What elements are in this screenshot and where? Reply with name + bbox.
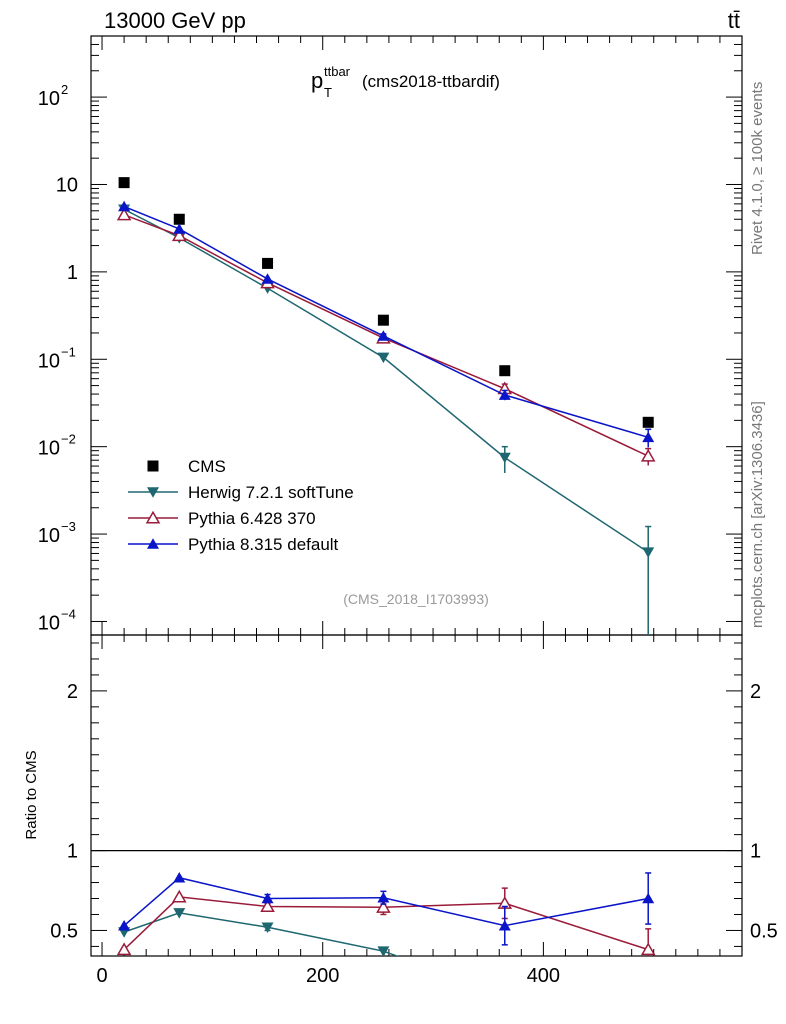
data-point	[262, 257, 274, 269]
ratio-y-tick-label: 2	[67, 681, 78, 703]
ratio-point	[173, 908, 186, 919]
plot-title: p ttbar T (cms2018-ttbardif)	[311, 64, 500, 100]
legend-marker	[145, 510, 161, 524]
data-point	[640, 448, 656, 462]
legend-label: CMS	[188, 457, 226, 476]
x-tick-label: 200	[306, 965, 339, 987]
data-point	[173, 213, 185, 225]
x-tick-label: 400	[527, 965, 560, 987]
series-line	[123, 214, 649, 457]
ratio-y-tick-label: 0.5	[50, 920, 78, 942]
data-point	[498, 389, 511, 400]
ratio-y-tick-label: 2	[750, 681, 761, 703]
ratio-point	[116, 942, 132, 956]
title-subscript: T	[324, 85, 332, 100]
series-line	[123, 208, 649, 553]
data-point	[377, 352, 390, 364]
ratio-point	[377, 946, 390, 956]
ratio-series-layer	[116, 872, 656, 956]
legend-label: Herwig 7.2.1 softTune	[188, 483, 354, 502]
legend: CMS Herwig 7.2.1 softTune Pythia 6.428 370…	[128, 457, 354, 554]
title-main: p	[311, 68, 323, 93]
analysis-watermark: (CMS_2018_I1703993)	[343, 591, 489, 607]
mcplots-source-label: mcplots.cern.ch [arXiv:1306.3436]	[749, 401, 766, 628]
y-tick-label: 10	[38, 612, 60, 634]
y-tick-exponent: 2	[61, 82, 68, 97]
ratio-axis-label: Ratio to CMS	[23, 750, 40, 839]
data-point	[377, 330, 390, 341]
y-tick-label: 10	[56, 174, 78, 196]
upper-clipped-group	[116, 177, 656, 635]
ratio-line	[123, 876, 649, 927]
ratio-point	[261, 892, 274, 904]
data-point	[642, 416, 654, 428]
y-tick-label: 10	[38, 525, 60, 547]
ratio-point	[376, 900, 391, 913]
header-energy-label: 13000 GeV pp	[104, 8, 246, 33]
header-process-label: tt̄	[728, 8, 740, 33]
data-point	[118, 177, 130, 189]
ratio-point	[171, 889, 187, 903]
data-point	[173, 223, 186, 234]
ratio-point	[118, 919, 131, 931]
legend-marker	[147, 538, 159, 549]
data-point	[499, 365, 511, 377]
ratio-plot-frame	[90, 634, 743, 957]
ratio-point	[640, 942, 656, 956]
data-point	[642, 547, 655, 558]
y-tick-exponent: −3	[61, 519, 76, 534]
title-superscript: ttbar	[324, 64, 351, 79]
ratio-y-tick-label: 1	[67, 841, 78, 863]
ratio-clipped-group	[116, 872, 656, 956]
title-analysis: (cms2018-ttbardif)	[362, 72, 500, 91]
series-line	[123, 205, 649, 439]
ratio-line	[123, 912, 400, 956]
legend-marker	[147, 487, 159, 498]
ratio-y-tick-label: 0.5	[750, 920, 778, 942]
data-point	[118, 200, 131, 212]
y-tick-exponent: −1	[61, 344, 76, 359]
ratio-point	[642, 892, 655, 904]
ratio-y-tick-label: 1	[750, 841, 761, 863]
data-point	[498, 452, 511, 464]
y-tick-exponent: −4	[61, 606, 76, 621]
legend-label: Pythia 6.428 370	[188, 509, 316, 528]
ratio-point	[261, 922, 274, 933]
legend-marker	[147, 460, 159, 472]
data-point	[116, 207, 132, 221]
ratio-point	[173, 872, 186, 883]
data-point	[642, 431, 655, 443]
data-point	[261, 273, 274, 284]
y-tick-label: 10	[38, 88, 60, 110]
rivet-version-label: Rivet 4.1.0, ≥ 100k events	[749, 82, 766, 255]
y-tick-label: 1	[67, 262, 78, 284]
data-point	[377, 314, 389, 326]
ratio-point	[260, 899, 275, 913]
legend-label: Pythia 8.315 default	[188, 535, 339, 554]
ratio-point	[498, 919, 511, 931]
y-tick-label: 10	[38, 438, 60, 460]
upper-series-layer	[116, 177, 656, 635]
x-tick-label: 0	[96, 965, 107, 987]
data-point	[171, 228, 187, 242]
y-tick-exponent: −2	[61, 432, 76, 447]
y-tick-label: 10	[38, 350, 60, 372]
ratio-line	[123, 896, 649, 951]
ratio-point	[377, 892, 390, 903]
